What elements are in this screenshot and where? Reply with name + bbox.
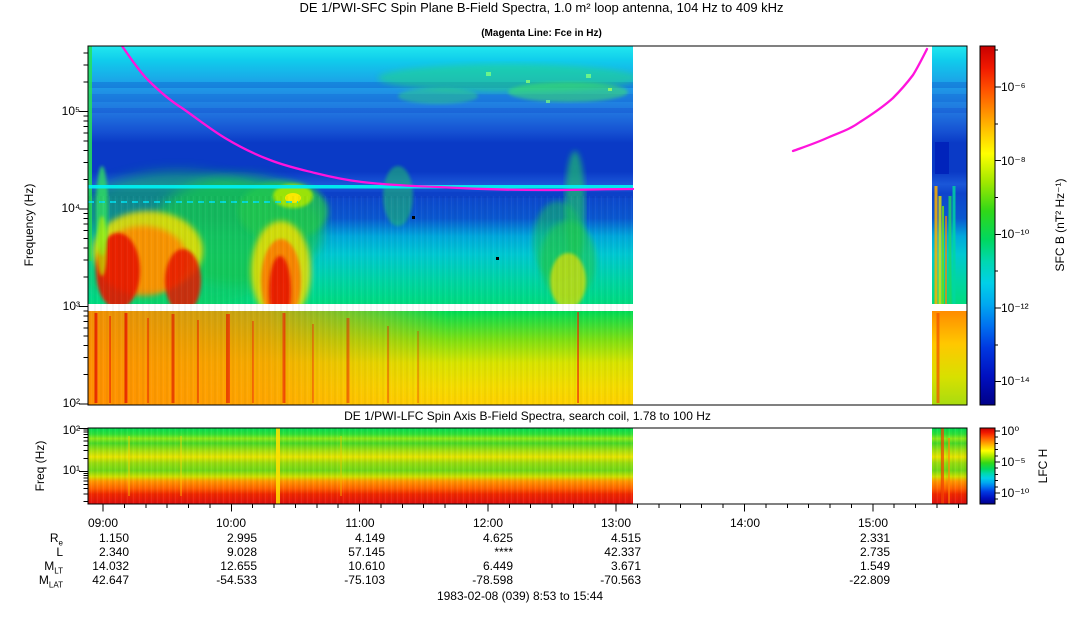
eph-re-c1: 2.995 xyxy=(226,531,257,545)
sfc-ytick-1e4: 10⁴ xyxy=(61,201,80,215)
sfc-y-axis-label: Frequency (Hz) xyxy=(22,183,36,267)
lfc-colorbar-label: LFC H xyxy=(1036,448,1050,484)
sfc-data-gap xyxy=(633,46,932,405)
eph-mlt-c5 xyxy=(679,559,769,573)
eph-re-c4: 4.515 xyxy=(610,531,641,545)
eph-mlat-c0: 42.647 xyxy=(92,573,129,587)
time-label-1100: 11:00 xyxy=(345,516,375,530)
eph-mlt-c0: 14.032 xyxy=(92,559,129,573)
lfc-ytick-1e2: 10² xyxy=(62,423,80,437)
time-label-1400: 14:00 xyxy=(729,516,761,530)
lfc-panel-border xyxy=(87,427,968,505)
cyan-emission-line xyxy=(88,185,633,189)
eph-mlat-c2: -75.103 xyxy=(344,573,385,587)
figure-title: DE 1/PWI-SFC Spin Plane B-Field Spectra,… xyxy=(299,0,784,15)
sfc-cbar-tick-1e-12: 10⁻¹² xyxy=(1001,301,1029,315)
eph-l-c6: 2.735 xyxy=(859,545,890,559)
eph-mlt-c4: 3.671 xyxy=(610,559,641,573)
eph-re-c2: 4.149 xyxy=(354,531,385,545)
time-label-1500: 15:00 xyxy=(857,516,889,530)
footer-date-range: 1983-02-08 (039) 8:53 to 15:44 xyxy=(436,589,604,603)
figure-subtitle: (Magenta Line: Fce in Hz) xyxy=(481,28,602,39)
eph-l-c3: **** xyxy=(494,545,513,559)
lfc-title: DE 1/PWI-LFC Spin Axis B-Field Spectra, … xyxy=(344,409,711,423)
eph-l-c0: 2.340 xyxy=(98,545,129,559)
time-label-1000: 10:00 xyxy=(215,516,247,530)
sfc-cbar-tick-1e-6: 10⁻⁶ xyxy=(1001,80,1026,94)
sfc-panel-border xyxy=(87,45,968,406)
eph-mlt-c3: 6.449 xyxy=(482,559,513,573)
eph-re-c6: 2.331 xyxy=(859,531,890,545)
lfc-colorbar xyxy=(979,427,996,505)
eph-mlt-c2: 10.610 xyxy=(348,559,385,573)
eph-mlat-c6: -22.809 xyxy=(849,573,890,587)
time-label-1200: 12:00 xyxy=(472,516,504,530)
time-label-0900: 09:00 xyxy=(87,516,119,530)
sfc-ytick-1e5: 10⁵ xyxy=(61,104,80,118)
sfc-cbar-tick-1e-10: 10⁻¹⁰ xyxy=(1001,227,1030,241)
lfc-ytick-1e1: 10¹ xyxy=(62,463,80,477)
lfc-cbar-tick-1e0: 10⁰ xyxy=(1001,424,1020,438)
eph-mlat-c3: -78.598 xyxy=(472,573,513,587)
lfc-cbar-tick-1e-10: 10⁻¹⁰ xyxy=(1001,486,1030,500)
axis-ticks xyxy=(79,49,1001,512)
eph-mlat-c1: -54.533 xyxy=(216,573,257,587)
eph-l-c4: 42.337 xyxy=(604,545,641,559)
sfc-ytick-1e2: 10² xyxy=(62,396,80,410)
eph-row-label-l: L xyxy=(56,545,63,559)
fce-line xyxy=(120,46,929,192)
eph-row-label-mlt: MLT xyxy=(44,559,63,576)
eph-mlt-c1: 12.655 xyxy=(220,559,257,573)
sfc-cbar-tick-1e-14: 10⁻¹⁴ xyxy=(1001,374,1030,388)
eph-mlat-c4: -70.563 xyxy=(600,573,641,587)
eph-re-c0: 1.150 xyxy=(98,531,129,545)
eph-re-c5 xyxy=(679,531,769,545)
sfc-spectrogram-canvas xyxy=(88,46,967,405)
sfc-colorbar-label: SFC B (nT² Hz⁻¹) xyxy=(1053,178,1067,272)
lfc-data-gap xyxy=(633,428,932,504)
sfc-ytick-1e3: 10³ xyxy=(62,299,80,313)
eph-row-label-mlat: MLAT xyxy=(38,573,63,590)
sfc-cbar-tick-1e-8: 10⁻⁸ xyxy=(1001,154,1026,168)
time-label-1300: 13:00 xyxy=(600,516,632,530)
eph-row-label-re: Re xyxy=(49,531,63,548)
eph-mlat-c5 xyxy=(679,573,769,587)
eph-re-c3: 4.625 xyxy=(482,531,513,545)
eph-mlt-c6: 1.549 xyxy=(859,559,890,573)
lfc-bright-streak xyxy=(276,428,280,504)
lfc-cbar-tick-1e-5: 10⁻⁵ xyxy=(1001,455,1026,469)
eph-l-c5 xyxy=(679,545,769,559)
sfc-colorbar xyxy=(979,45,996,406)
eph-l-c2: 57.145 xyxy=(348,545,385,559)
lfc-spectrogram-canvas xyxy=(88,428,967,504)
eph-l-c1: 9.028 xyxy=(226,545,257,559)
